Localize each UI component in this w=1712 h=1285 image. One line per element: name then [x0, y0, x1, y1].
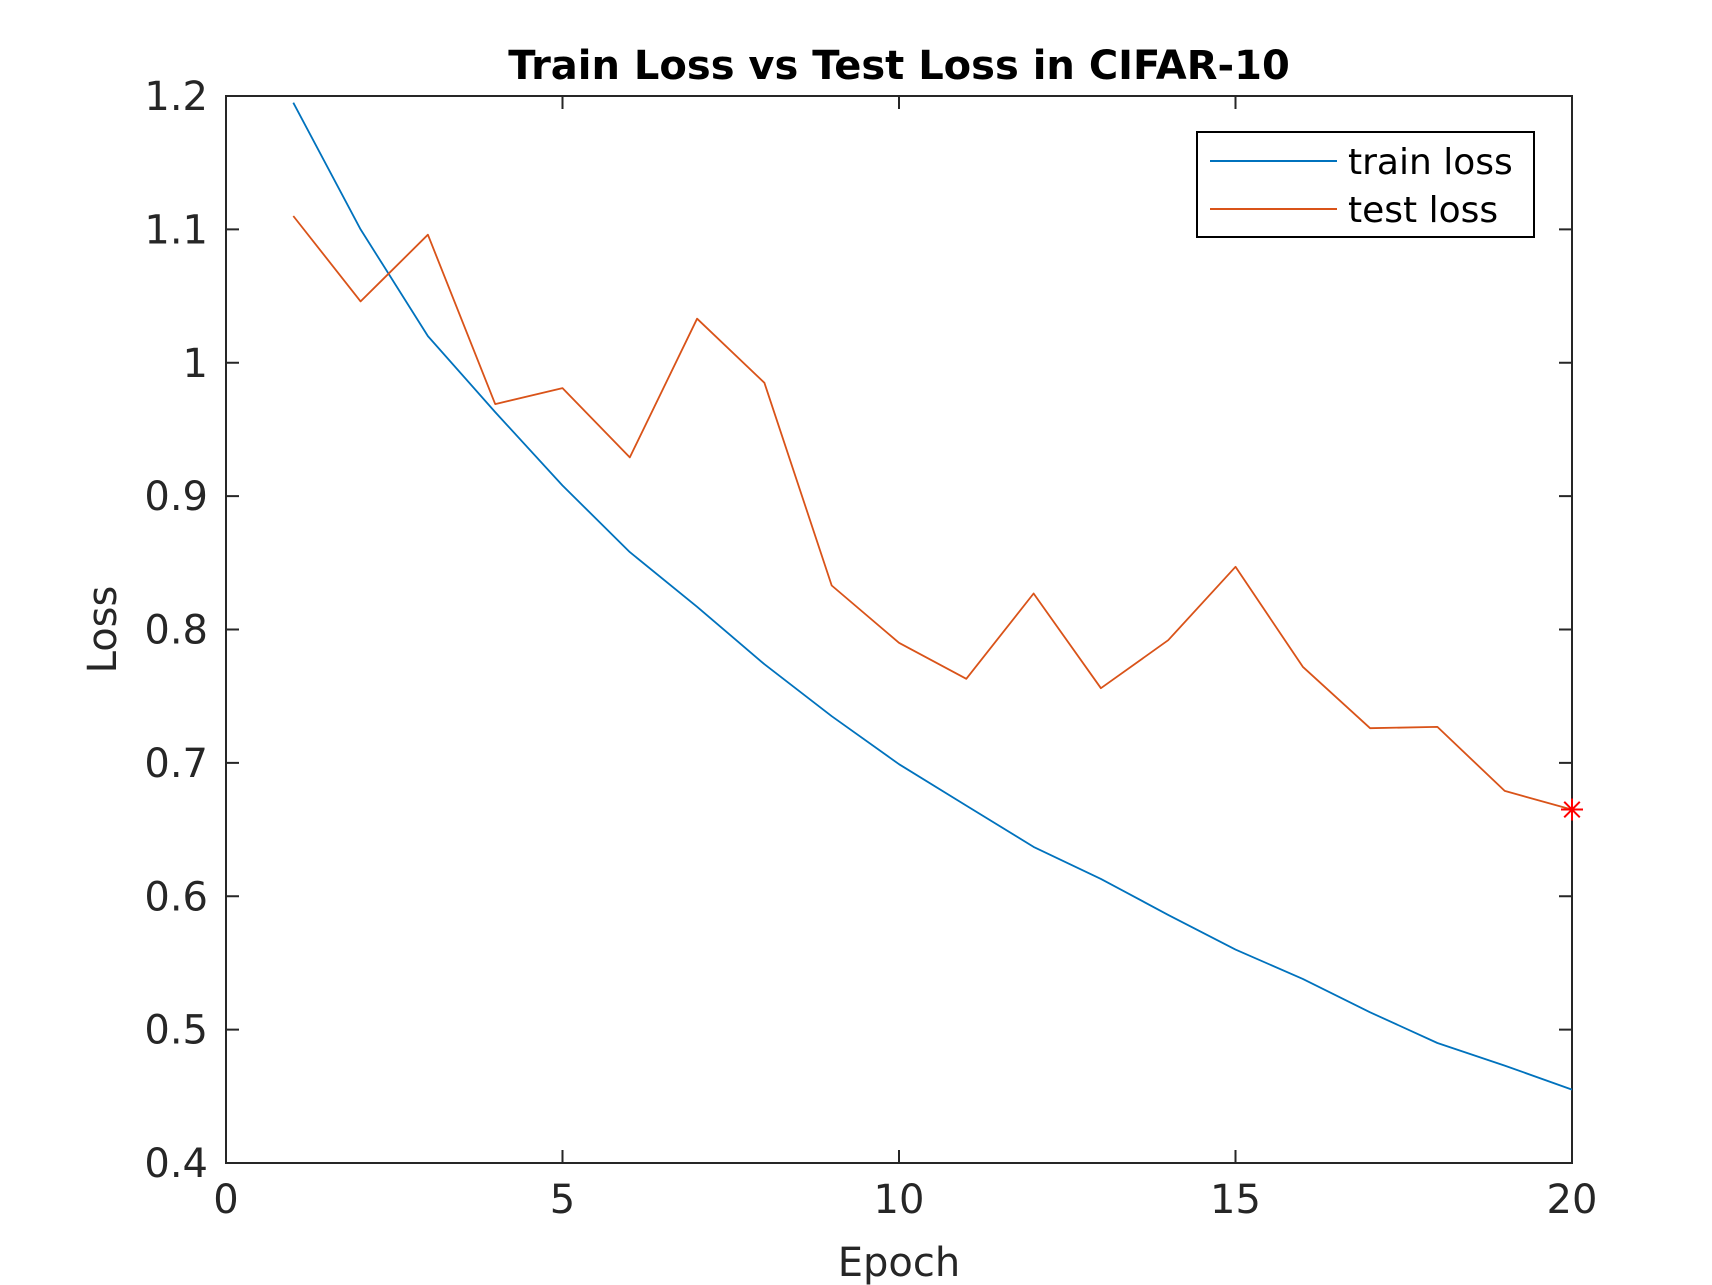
chart-title: Train Loss vs Test Loss in CIFAR-10 — [508, 43, 1290, 89]
legend-label-train-loss: train loss — [1348, 142, 1513, 183]
legend: train loss test loss — [1196, 131, 1535, 238]
marker-layer — [1561, 798, 1583, 821]
y-tick-label: 1 — [183, 341, 208, 387]
y-tick-label: 1.1 — [144, 207, 208, 253]
x-tick-label: 0 — [213, 1177, 238, 1223]
x-axis-label: Epoch — [838, 1240, 960, 1285]
y-tick-label: 1.2 — [144, 74, 208, 120]
tick-marks — [225, 95, 1573, 1164]
tick-labels: 0 5 10 15 20 0.4 0.5 0.6 0.7 0.8 0.9 1 1.1 1.2 — [144, 74, 1597, 1223]
y-tick-label: 0.7 — [144, 741, 208, 787]
series-layer — [292, 102, 1573, 1091]
y-axis-label: Loss — [80, 586, 126, 674]
legend-box — [1196, 131, 1535, 238]
y-tick-label: 0.8 — [144, 608, 208, 654]
x-tick-label: 20 — [1547, 1177, 1598, 1223]
legend-label-test-loss: test loss — [1348, 190, 1498, 231]
marker-stroke — [1563, 801, 1581, 819]
plot-area — [225, 95, 1573, 1164]
y-tick-label: 0.6 — [144, 874, 208, 920]
y-tick-label: 0.9 — [144, 474, 208, 520]
y-tick-label: 0.5 — [144, 1008, 208, 1054]
x-tick-label: 5 — [550, 1177, 575, 1223]
x-tick-label: 15 — [1210, 1177, 1261, 1223]
final-point-marker — [1561, 798, 1583, 821]
series-line-test-loss — [292, 215, 1573, 811]
series-line-train-loss — [292, 102, 1573, 1091]
y-tick-label: 0.4 — [144, 1141, 208, 1187]
x-tick-label: 10 — [874, 1177, 925, 1223]
